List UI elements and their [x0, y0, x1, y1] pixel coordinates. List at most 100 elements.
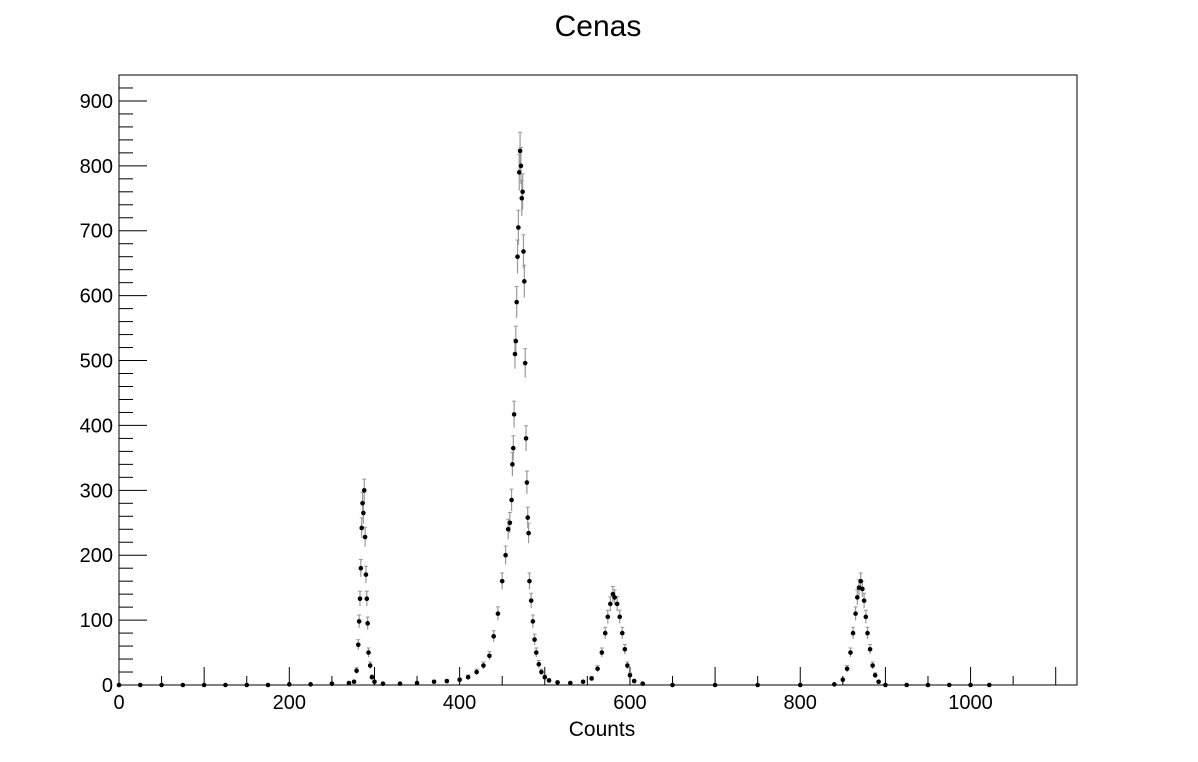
data-point [832, 682, 837, 687]
data-point [522, 279, 527, 284]
data-point [631, 678, 637, 684]
data-point [201, 682, 207, 688]
data-point [527, 578, 532, 584]
y-tick-label: 200 [80, 545, 113, 567]
data-point [539, 669, 544, 675]
data-point [589, 676, 594, 681]
data-point [518, 163, 524, 169]
x-tick-label: 0 [113, 692, 124, 714]
data-point [925, 682, 931, 688]
data-point [265, 682, 271, 688]
data-point [369, 674, 375, 680]
data-point [797, 682, 803, 688]
data-point [848, 650, 853, 655]
data-point [861, 598, 867, 603]
y-tick-label: 600 [80, 286, 113, 308]
x-axis-title: Counts [569, 718, 636, 741]
data-point [512, 351, 518, 357]
data-point [904, 682, 909, 688]
data-point [180, 682, 186, 688]
data-point [522, 360, 528, 366]
y-axis: 0 100 200 300 400 500 600 700 800 900 [80, 74, 147, 697]
data-point [555, 680, 560, 685]
data-point [354, 668, 359, 674]
data-point [530, 619, 536, 624]
data-point [495, 611, 501, 616]
data-point [444, 678, 450, 684]
data-point [602, 630, 608, 636]
x-axis: 0 200 400 600 800 1000 [113, 667, 1057, 714]
y-tick-label: 900 [80, 91, 113, 113]
y-tick-label: 800 [80, 156, 113, 178]
data-point [876, 679, 881, 685]
data-point [363, 572, 369, 577]
data-point [670, 682, 675, 688]
data-point [514, 299, 519, 305]
data-point [526, 530, 531, 536]
data-point [870, 663, 875, 668]
plot-frame [118, 74, 1078, 686]
data-point [510, 462, 515, 467]
data-point [854, 595, 860, 600]
data-point [465, 674, 471, 680]
y-tick-label: 0 [102, 675, 113, 697]
data-point [865, 630, 870, 636]
data-point [159, 682, 164, 688]
data-point [481, 663, 486, 668]
data-point [521, 249, 526, 254]
y-tick-label: 700 [80, 221, 113, 243]
data-point [617, 614, 623, 620]
data-point [487, 653, 492, 659]
data-point [986, 682, 992, 688]
y-tick-label: 500 [80, 351, 113, 373]
data-point [599, 650, 605, 655]
y-tick-label: 300 [80, 480, 113, 502]
data-point [528, 598, 534, 603]
data-point [523, 436, 529, 441]
data-point [863, 614, 869, 620]
data-point [362, 534, 368, 540]
data-point [505, 526, 511, 532]
data-point [968, 682, 973, 688]
data-point [640, 681, 646, 687]
data-point [853, 611, 858, 616]
data-point [605, 614, 611, 620]
data-point [580, 679, 586, 685]
data-point [858, 578, 864, 584]
data-point [372, 679, 377, 685]
data-point [308, 682, 313, 687]
data-point [532, 637, 537, 642]
data-point [244, 682, 250, 688]
x-tick-label: 800 [784, 692, 817, 714]
data-point [542, 674, 548, 680]
data-point [627, 672, 633, 678]
data-point [524, 480, 530, 485]
data-point [840, 677, 846, 683]
data-point [329, 681, 335, 687]
data-point [380, 681, 386, 687]
data-point [568, 680, 573, 686]
data-point [287, 682, 292, 687]
x-tick-label: 600 [613, 692, 646, 714]
data-point [612, 595, 617, 600]
data-point [546, 678, 552, 683]
data-point [499, 578, 505, 584]
data-point [357, 596, 363, 601]
data-point [431, 679, 437, 685]
data-point [511, 412, 517, 417]
y-tick-label: 100 [80, 610, 113, 632]
data-point [507, 520, 513, 526]
data-point [595, 666, 600, 672]
data-point [712, 682, 718, 688]
data-point [365, 621, 370, 626]
data-point [525, 515, 531, 520]
data-point [519, 195, 525, 201]
data-point [867, 647, 873, 652]
x-tick-label: 1000 [948, 692, 993, 714]
data-point [517, 148, 523, 154]
data-point [533, 650, 539, 655]
data-point [509, 497, 514, 503]
data-point [608, 601, 613, 607]
data-point [946, 682, 952, 688]
data-point [872, 672, 878, 678]
